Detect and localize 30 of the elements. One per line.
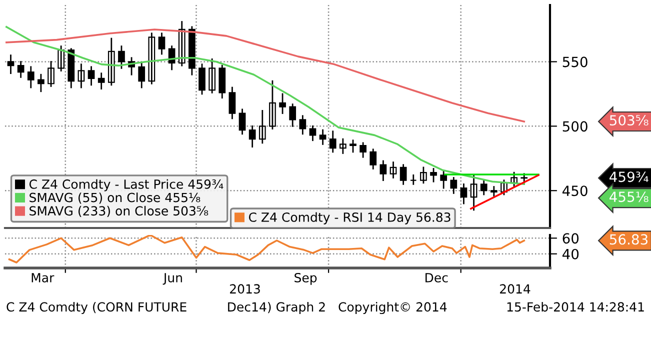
text: 56.83 [610,234,648,245]
candlestick [420,166,427,184]
x-tick-label: Sep [294,272,317,285]
x-tick-label: Jun [162,273,182,285]
line-series [8,235,526,264]
line-series [6,28,526,122]
text: 459¾ [610,172,648,182]
text: Copyright© 2014 [338,302,447,314]
y-tick-label: 500 [562,121,588,132]
candlestick [410,174,417,185]
y-tick-label: 550 [562,56,588,68]
text: 2013 [230,284,260,294]
text: 15-Feb-2014 14:28:41 [507,302,644,312]
candlestick [350,140,356,153]
text: 503⅝ [610,115,648,126]
legend-label: C Z4 Comdty - RSI 14 Day 56.83 [248,212,450,224]
text: C Z4 Comdty (CORN FUTURE Dec14) Graph 2 [6,302,325,314]
legend-label: SMAVG (55) on Close 455⅛ [30,192,200,204]
y-tick-label: 60 [562,233,579,244]
candlestick [279,93,286,114]
legend-label: C Z4 Comdty - Last Price 459¾ [29,179,224,192]
y-tick-label: 450 [562,186,588,196]
legend-label: SMAVG (233) on Close 503⅝ [30,206,208,218]
x-tick-label: Mar [32,273,54,282]
candlestick [490,186,498,196]
y-tick-label: 40 [562,248,579,260]
candlestick [38,74,44,92]
x-tick-label: Dec [426,273,448,282]
text: 2014 [500,284,530,294]
text: 455⅛ [610,192,648,202]
